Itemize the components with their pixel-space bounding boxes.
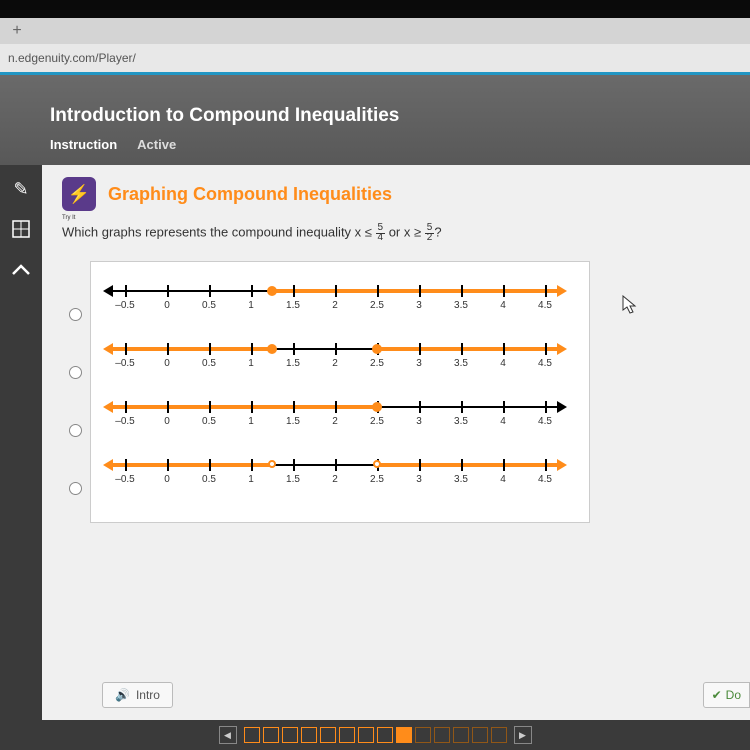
tick-label: –0.5 <box>115 358 134 369</box>
url-bar[interactable]: n.edgenuity.com/Player/ <box>0 44 750 72</box>
tab-instruction[interactable]: Instruction <box>50 137 117 152</box>
nav-progress-box[interactable] <box>396 727 412 743</box>
tick-label: 2 <box>332 474 338 485</box>
tick-label: 4 <box>500 416 506 427</box>
tick-label: 4.5 <box>538 300 552 311</box>
tick-label: –0.5 <box>115 300 134 311</box>
tick-label: 0 <box>164 416 170 427</box>
tick-label: 3 <box>416 474 422 485</box>
tick-label: 4 <box>500 300 506 311</box>
tick-label: 3.5 <box>454 474 468 485</box>
url-text: n.edgenuity.com/Player/ <box>8 51 136 65</box>
tick-label: 4.5 <box>538 474 552 485</box>
question-text: Which graphs represents the compound ine… <box>62 223 730 243</box>
tick-label: 4.5 <box>538 416 552 427</box>
nav-next-button[interactable]: ▶ <box>514 726 532 744</box>
tick-label: 2.5 <box>370 300 384 311</box>
tick-label: 3 <box>416 416 422 427</box>
nav-progress-box[interactable] <box>453 727 469 743</box>
nav-progress-box[interactable] <box>282 727 298 743</box>
numberline-option: –0.5 0 0.5 1 1.5 2 2.5 3 3.5 4 4.5 <box>105 396 565 426</box>
nav-progress-box[interactable] <box>377 727 393 743</box>
tool-sidebar: ✎ <box>0 165 42 720</box>
browser-chrome: + n.edgenuity.com/Player/ <box>0 18 750 72</box>
content-heading: Graphing Compound Inequalities <box>108 184 392 205</box>
tick-label: 1 <box>248 300 254 311</box>
nav-progress-box[interactable] <box>491 727 507 743</box>
tick-label: 0 <box>164 474 170 485</box>
lesson-tabs: Instruction Active <box>50 137 700 152</box>
tick-label: 4.5 <box>538 358 552 369</box>
tick-label: 1.5 <box>286 416 300 427</box>
answer-radio[interactable] <box>69 482 82 495</box>
tick-label: 2.5 <box>370 358 384 369</box>
tick-label: 1.5 <box>286 300 300 311</box>
nav-progress-box[interactable] <box>320 727 336 743</box>
tab-bar: + <box>0 18 750 44</box>
tick-label: 1 <box>248 358 254 369</box>
numberline-option: –0.5 0 0.5 1 1.5 2 2.5 3 3.5 4 4.5 <box>105 280 565 310</box>
done-button[interactable]: ✔ Do <box>703 682 750 708</box>
tick-label: 1 <box>248 474 254 485</box>
nav-prev-button[interactable]: ◀ <box>219 726 237 744</box>
tryit-icon: ⚡ <box>62 177 96 211</box>
nav-progress-box[interactable] <box>358 727 374 743</box>
tab-active[interactable]: Active <box>137 137 176 152</box>
nav-progress-box[interactable] <box>263 727 279 743</box>
nav-progress-box[interactable] <box>434 727 450 743</box>
nav-progress-box[interactable] <box>415 727 431 743</box>
tick-label: 3 <box>416 358 422 369</box>
tick-label: 0.5 <box>202 300 216 311</box>
answer-radio[interactable] <box>69 308 82 321</box>
nav-progress-box[interactable] <box>301 727 317 743</box>
pencil-icon[interactable]: ✎ <box>7 175 35 203</box>
tick-label: 2 <box>332 300 338 311</box>
tryit-label: Try It <box>62 215 75 221</box>
bottom-nav: ◀ ▶ <box>0 720 750 750</box>
tick-label: 1 <box>248 416 254 427</box>
lesson-title: Introduction to Compound Inequalities <box>50 105 700 127</box>
tick-label: 2 <box>332 416 338 427</box>
monitor-bezel <box>0 0 750 18</box>
tick-label: 2.5 <box>370 474 384 485</box>
tick-label: 3.5 <box>454 300 468 311</box>
check-icon: ✔ <box>712 688 722 702</box>
tick-label: 0 <box>164 300 170 311</box>
tick-label: 4 <box>500 474 506 485</box>
answer-radio[interactable] <box>69 424 82 437</box>
content-panel: ⚡ Try It Graphing Compound Inequalities … <box>42 165 750 720</box>
numberline-option: –0.5 0 0.5 1 1.5 2 2.5 3 3.5 4 4.5 <box>105 454 565 484</box>
nav-progress-box[interactable] <box>339 727 355 743</box>
calculator-icon[interactable] <box>7 215 35 243</box>
tick-label: 0.5 <box>202 474 216 485</box>
tick-label: –0.5 <box>115 474 134 485</box>
tick-label: 2 <box>332 358 338 369</box>
tick-label: –0.5 <box>115 416 134 427</box>
tick-label: 2.5 <box>370 416 384 427</box>
intro-button[interactable]: 🔊 Intro <box>102 682 173 708</box>
tick-label: 0 <box>164 358 170 369</box>
tick-label: 0.5 <box>202 358 216 369</box>
tick-label: 1.5 <box>286 358 300 369</box>
graphs-container: –0.5 0 0.5 1 1.5 2 2.5 3 3.5 4 4.5 –0.5 0 0.5 1 1.5 2 2.5… <box>90 261 590 523</box>
tick-label: 4 <box>500 358 506 369</box>
cursor-icon <box>622 295 638 320</box>
tick-label: 3 <box>416 300 422 311</box>
lesson-header: Introduction to Compound Inequalities In… <box>0 75 750 165</box>
collapse-icon[interactable] <box>7 255 35 283</box>
numberline-option: –0.5 0 0.5 1 1.5 2 2.5 3 3.5 4 4.5 <box>105 338 565 368</box>
tick-label: 0.5 <box>202 416 216 427</box>
answer-radio[interactable] <box>69 366 82 379</box>
tick-label: 3.5 <box>454 358 468 369</box>
tick-label: 3.5 <box>454 416 468 427</box>
audio-icon: 🔊 <box>115 688 130 702</box>
nav-progress-box[interactable] <box>244 727 260 743</box>
nav-progress-box[interactable] <box>472 727 488 743</box>
tick-label: 1.5 <box>286 474 300 485</box>
new-tab-button[interactable]: + <box>4 20 30 42</box>
